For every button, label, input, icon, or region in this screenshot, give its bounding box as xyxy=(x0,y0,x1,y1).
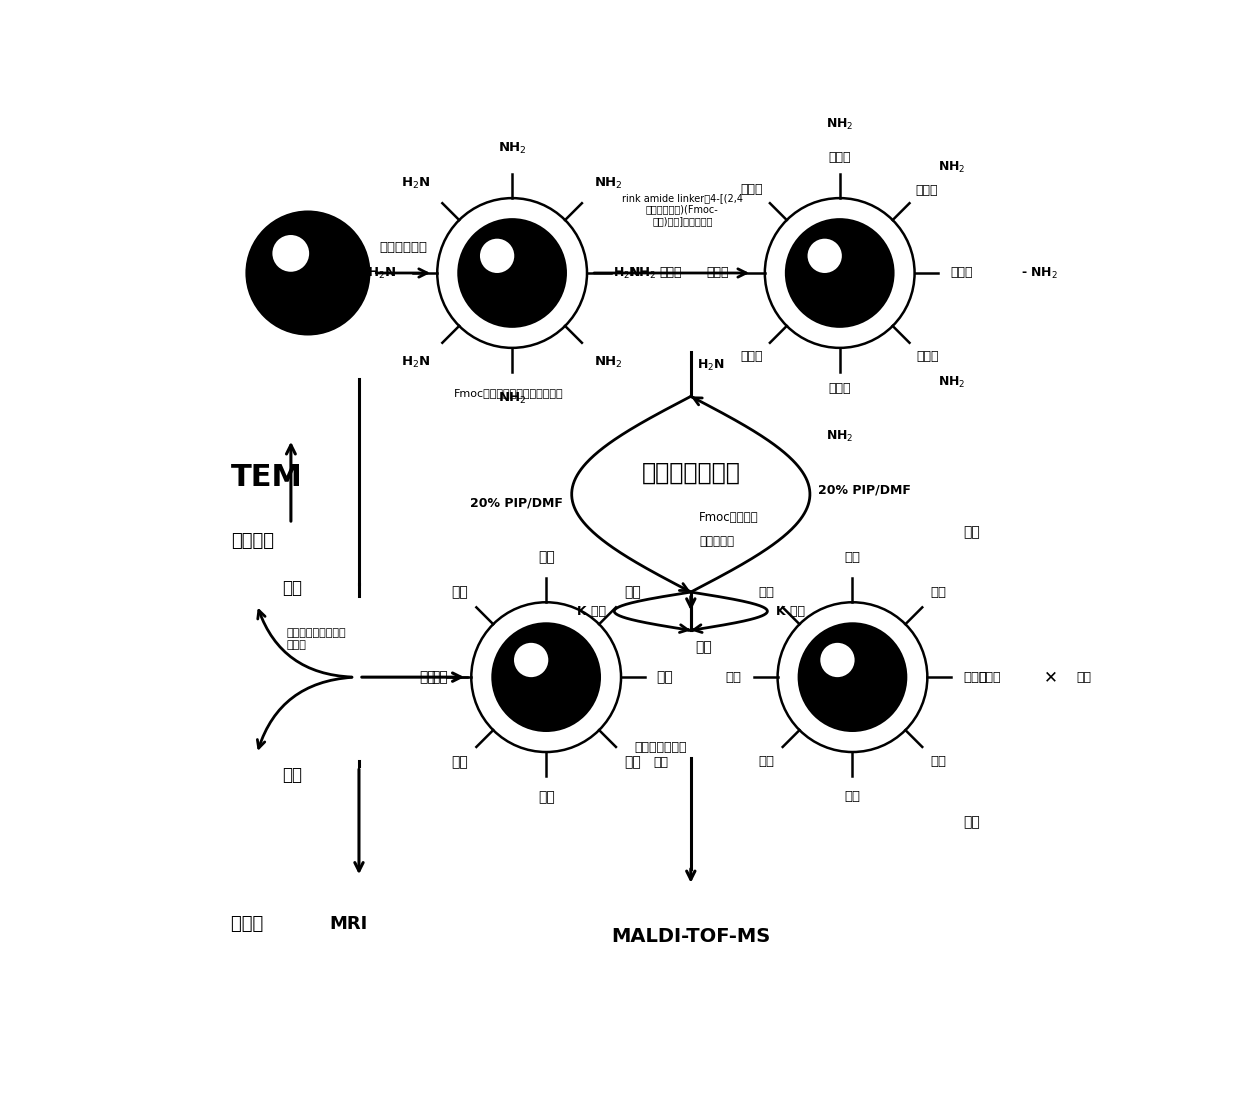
Text: 多肽: 多肽 xyxy=(538,790,554,804)
Text: 多肽: 多肽 xyxy=(538,550,554,564)
Circle shape xyxy=(480,239,515,273)
Text: 连接物: 连接物 xyxy=(740,350,763,364)
Text: 连接物: 连接物 xyxy=(828,151,851,164)
Text: 多肽的固相合成: 多肽的固相合成 xyxy=(641,461,740,485)
Text: NH$_2$: NH$_2$ xyxy=(937,160,965,175)
Circle shape xyxy=(786,220,893,327)
Text: K 试剂: K 试剂 xyxy=(577,604,605,618)
Text: NH$_2$: NH$_2$ xyxy=(937,375,965,390)
Text: 连接物: 连接物 xyxy=(915,185,937,197)
Text: NH$_2$: NH$_2$ xyxy=(826,429,853,444)
Text: 多肽: 多肽 xyxy=(758,756,774,768)
Text: 合成多肽的结构
印证: 合成多肽的结构 印证 xyxy=(635,741,687,769)
Circle shape xyxy=(777,602,928,753)
Text: MRI: MRI xyxy=(329,915,367,933)
Text: 合成多肽生物学功能
的印证: 合成多肽生物学功能 的印证 xyxy=(286,628,346,650)
Text: 多肽: 多肽 xyxy=(931,586,946,599)
Text: 多肽: 多肽 xyxy=(625,756,641,769)
Text: 连接物: 连接物 xyxy=(740,183,763,196)
Text: NH$_2$: NH$_2$ xyxy=(826,117,853,131)
Text: K 试剂: K 试剂 xyxy=(776,604,805,618)
Text: NH$_2$: NH$_2$ xyxy=(594,176,622,191)
Text: 多肽: 多肽 xyxy=(625,585,641,599)
Text: NH$_2$: NH$_2$ xyxy=(594,355,622,370)
Text: 连接物: 连接物 xyxy=(707,266,729,280)
Text: TEM: TEM xyxy=(232,463,304,492)
Text: 多肽: 多肽 xyxy=(451,585,467,599)
Text: 20% PIP/DMF: 20% PIP/DMF xyxy=(470,496,563,509)
Text: 连接物: 连接物 xyxy=(916,350,939,364)
Text: NH$_2$: NH$_2$ xyxy=(497,140,527,156)
Text: NH$_2$: NH$_2$ xyxy=(497,390,527,406)
Text: 多肽: 多肽 xyxy=(451,756,467,769)
Text: rink amide linker（4-[(2,4
二甲氧基苯基)(Fmoc-
氨基)甲基]苯氧乙酸）: rink amide linker（4-[(2,4 二甲氧基苯基)(Fmoc- … xyxy=(621,193,743,227)
Text: 体外: 体外 xyxy=(283,579,303,597)
Text: 连接物: 连接物 xyxy=(660,266,682,280)
Circle shape xyxy=(438,198,587,348)
Text: ✕: ✕ xyxy=(1044,669,1058,686)
Text: H$_2$N: H$_2$N xyxy=(401,355,430,370)
Circle shape xyxy=(459,220,565,327)
Text: H$_2$N: H$_2$N xyxy=(697,358,725,373)
Text: 多肽: 多肽 xyxy=(696,641,712,654)
Text: 细胞分选: 细胞分选 xyxy=(232,532,274,550)
Text: H$_2$N: H$_2$N xyxy=(367,265,397,281)
Text: 20% PIP/DMF: 20% PIP/DMF xyxy=(818,484,911,496)
Circle shape xyxy=(765,198,915,348)
Circle shape xyxy=(247,212,370,334)
Text: 多肽: 多肽 xyxy=(963,814,980,829)
Text: 多肽: 多肽 xyxy=(725,671,742,684)
Circle shape xyxy=(515,643,548,677)
Text: 多肽: 多肽 xyxy=(657,670,673,684)
Text: 多肽: 多肽 xyxy=(1076,671,1091,684)
Circle shape xyxy=(821,643,854,677)
Text: NH$_2$: NH$_2$ xyxy=(627,265,657,281)
Text: 多肽: 多肽 xyxy=(432,670,449,684)
Circle shape xyxy=(273,235,309,272)
Text: 体内: 体内 xyxy=(283,766,303,783)
Text: 多肽: 多肽 xyxy=(758,586,774,599)
Text: 侧链去保护: 侧链去保护 xyxy=(699,535,734,548)
Text: Fmoc的去保护: Fmoc的去保护 xyxy=(699,512,759,524)
Text: 连接物: 连接物 xyxy=(950,266,973,280)
Text: 连接物: 连接物 xyxy=(978,671,1001,684)
Text: MALDI-TOF-MS: MALDI-TOF-MS xyxy=(611,927,770,946)
Text: 多肽: 多肽 xyxy=(963,526,980,539)
Text: 多肽: 多肽 xyxy=(844,790,861,803)
Text: H$_2$N: H$_2$N xyxy=(401,176,430,191)
Text: 多肽: 多肽 xyxy=(844,551,861,564)
Text: 连接物: 连接物 xyxy=(963,671,987,684)
Text: Fmoc保护的氨基酸单体的活泼酯: Fmoc保护的氨基酸单体的活泼酯 xyxy=(454,388,563,398)
Circle shape xyxy=(799,623,906,730)
Circle shape xyxy=(492,623,600,730)
Text: 连接物: 连接物 xyxy=(828,382,851,394)
Text: 小动物: 小动物 xyxy=(232,915,269,933)
Text: 多肽: 多肽 xyxy=(419,670,435,684)
Circle shape xyxy=(471,602,621,753)
Text: 二氧化硅包壳: 二氧化硅包壳 xyxy=(379,241,428,254)
Text: H$_2$N—: H$_2$N— xyxy=(613,265,653,281)
Text: 多肽: 多肽 xyxy=(931,756,946,768)
Circle shape xyxy=(807,239,842,273)
Text: - NH$_2$: - NH$_2$ xyxy=(1021,265,1058,281)
